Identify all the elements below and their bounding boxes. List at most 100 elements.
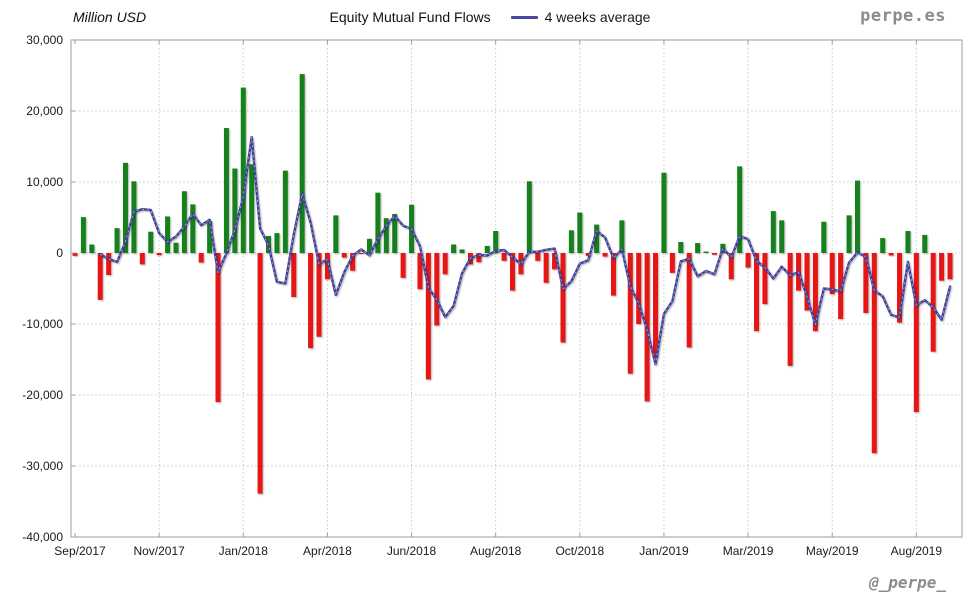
y-tick-label: -40,000 <box>22 530 63 544</box>
flow-bar <box>669 253 675 273</box>
y-tick-label: -20,000 <box>22 388 63 402</box>
flow-bar <box>568 230 574 253</box>
flow-bar <box>232 168 238 253</box>
flow-bar <box>459 249 465 253</box>
flow-bar <box>442 253 448 275</box>
y-tick-label: 0 <box>56 246 63 260</box>
flow-bar <box>585 253 591 256</box>
brand-watermark: perpe.es <box>860 6 946 26</box>
flow-bar <box>552 253 558 270</box>
flow-bar <box>198 253 204 263</box>
y-tick-label: -10,000 <box>22 317 63 331</box>
flow-bar <box>560 253 566 343</box>
flow-bar <box>703 251 709 253</box>
flow-bar <box>897 253 903 323</box>
x-tick-label: Apr/2018 <box>303 544 352 558</box>
flow-bar <box>880 238 886 253</box>
flow-bar <box>122 162 128 253</box>
flow-bar <box>249 164 255 253</box>
flow-bar <box>838 253 844 320</box>
flow-bar <box>434 253 440 326</box>
flow-bar <box>80 217 86 253</box>
flow-bar <box>299 74 305 253</box>
flow-bar <box>425 253 431 380</box>
flow-bar <box>341 253 347 258</box>
flow-bar <box>316 253 322 337</box>
flow-bar <box>148 231 154 253</box>
flow-bar <box>308 253 314 349</box>
flow-bar <box>745 253 751 268</box>
flow-bar <box>602 253 608 257</box>
x-tick-label: Oct/2018 <box>555 544 604 558</box>
flow-bar <box>737 166 743 253</box>
legend-label: 4 weeks average <box>544 9 651 25</box>
x-tick-label: Mar/2019 <box>723 544 774 558</box>
flow-bar <box>627 253 633 374</box>
flow-bar <box>636 253 642 324</box>
chart-title: Equity Mutual Fund Flows <box>329 9 491 25</box>
flow-bar <box>165 216 171 253</box>
flow-bar <box>888 253 894 256</box>
flow-bar <box>392 213 398 253</box>
flow-bar <box>787 253 793 366</box>
flow-bar <box>711 253 717 255</box>
flow-bar <box>577 212 583 253</box>
x-tick-label: Jun/2018 <box>387 544 437 558</box>
flow-bar <box>779 220 785 253</box>
flow-bar <box>190 204 196 253</box>
y-tick-label: -30,000 <box>22 459 63 473</box>
flow-bar <box>400 253 406 278</box>
flow-bar <box>753 253 759 332</box>
y-tick-label: 30,000 <box>26 33 63 47</box>
flow-bar <box>350 253 356 271</box>
y-tick-label: 10,000 <box>26 175 63 189</box>
flow-bar <box>139 253 145 265</box>
flow-bar <box>97 253 103 300</box>
flow-bar <box>829 253 835 295</box>
flow-bar <box>383 218 389 253</box>
flow-bar <box>510 253 515 291</box>
header: Equity Mutual Fund Flows 4 weeks average <box>0 9 980 25</box>
flow-bar <box>282 170 288 253</box>
flow-bar <box>173 242 179 253</box>
legend-line-swatch <box>510 15 538 19</box>
flow-bar <box>543 253 549 283</box>
average-line-hatch <box>99 136 951 365</box>
flow-bar <box>106 253 112 276</box>
flow-bar <box>291 253 297 298</box>
flow-bar <box>114 228 120 253</box>
flow-bar <box>257 253 263 494</box>
x-tick-label: May/2019 <box>806 544 859 558</box>
flow-bar <box>223 128 229 253</box>
flow-bar <box>240 87 246 253</box>
flow-bar <box>501 253 507 261</box>
twitter-handle: @_perpe_ <box>868 573 946 592</box>
flow-bar <box>366 238 372 253</box>
flow-bar <box>619 220 625 253</box>
flow-bar <box>493 230 499 253</box>
flow-bar <box>922 234 928 253</box>
flow-bar <box>417 253 423 290</box>
flow-bar <box>451 244 457 253</box>
flow-bar <box>947 253 953 280</box>
flow-bar <box>594 224 600 253</box>
flow-bar <box>913 253 919 413</box>
flow-bar <box>324 253 330 280</box>
flow-bar <box>678 241 684 253</box>
flow-bar <box>653 253 659 358</box>
y-tick-label: 20,000 <box>26 104 63 118</box>
flow-bar <box>930 253 936 352</box>
x-tick-label: Sep/2017 <box>54 544 106 558</box>
flow-bar <box>215 253 221 403</box>
flow-bar <box>181 191 187 253</box>
flow-bar <box>89 244 95 253</box>
x-tick-label: Aug/2018 <box>470 544 522 558</box>
flow-bar <box>526 181 532 253</box>
flow-bar <box>695 243 701 253</box>
flow-bar <box>535 253 541 261</box>
flow-bar <box>812 253 818 332</box>
flow-bar <box>728 253 734 280</box>
x-tick-label: Jan/2019 <box>639 544 689 558</box>
